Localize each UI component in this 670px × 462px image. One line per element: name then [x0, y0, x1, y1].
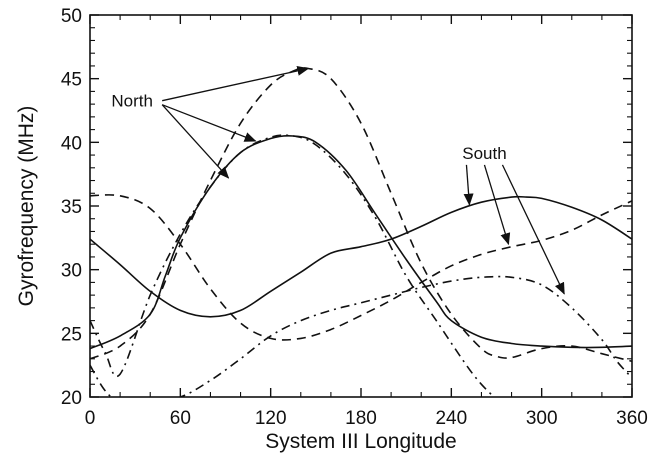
y-axis-title: Gyrofrequency (MHz) — [15, 106, 38, 307]
y-tick-label: 25 — [61, 324, 82, 345]
series-line-north-dashed — [90, 67, 632, 363]
series-line-south-dashdot — [90, 275, 632, 397]
y-tick-label: 35 — [61, 197, 82, 218]
annotation-label-south: South — [462, 144, 506, 163]
series-line-north-solid — [90, 134, 632, 350]
series-line-north-dashdot — [90, 134, 496, 397]
x-tick-label: 360 — [616, 408, 648, 429]
x-axis-title: System III Longitude — [265, 430, 456, 453]
x-tick-label: 120 — [255, 408, 287, 429]
y-tick-label: 40 — [61, 133, 82, 154]
annotation-arrow-south — [501, 164, 565, 295]
x-tick-label: 0 — [85, 408, 96, 429]
y-tick-label: 45 — [61, 70, 82, 91]
annotation-label-north: North — [111, 92, 153, 111]
plot-frame — [89, 14, 633, 398]
annotation-layer: North South — [111, 65, 565, 295]
x-tick-label: 300 — [526, 408, 558, 429]
x-tick-label: 180 — [345, 408, 377, 429]
annotation-arrow-south — [483, 164, 511, 246]
y-tick-label: 50 — [61, 6, 82, 27]
y-tick-label: 20 — [61, 388, 82, 409]
series-line-south-dashed — [90, 194, 632, 341]
annotation-arrow-south — [463, 164, 474, 206]
x-tick-label: 60 — [170, 408, 191, 429]
annotation-arrow-north — [161, 104, 257, 142]
series-layer — [90, 67, 632, 397]
x-tick-label: 240 — [435, 408, 467, 429]
annotation-arrow-north — [162, 65, 310, 102]
ticks-layer: 0 60 120 180 240 300 360 20 25 30 35 40 45 50 — [61, 6, 648, 429]
annotation-arrow-north — [161, 104, 230, 179]
y-tick-label: 30 — [61, 261, 82, 282]
series-line-south-solid — [90, 195, 632, 318]
